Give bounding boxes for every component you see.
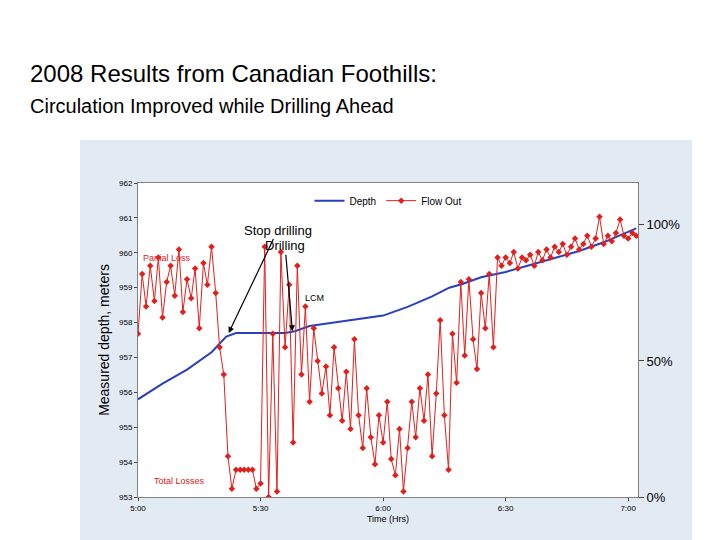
svg-text:0%: 0% (647, 490, 666, 505)
svg-text:960: 960 (119, 249, 133, 258)
svg-text:Drilling: Drilling (265, 238, 305, 253)
svg-text:Total Losses: Total Losses (154, 476, 205, 486)
svg-text:Measured depth, meters: Measured depth, meters (96, 264, 112, 416)
svg-text:957: 957 (119, 353, 133, 362)
svg-text:6:00: 6:00 (375, 504, 391, 513)
svg-text:956: 956 (119, 388, 133, 397)
svg-text:LCM: LCM (305, 293, 324, 303)
svg-text:959: 959 (119, 283, 133, 292)
svg-text:Time (Hrs): Time (Hrs) (367, 514, 409, 524)
html-text:Circulation Improved while Dri: Circulation Improved while Drilling Ahea… (30, 95, 394, 117)
svg-text:6:30: 6:30 (498, 504, 514, 513)
svg-text:5:00: 5:00 (130, 504, 146, 513)
svg-text:100%: 100% (647, 217, 681, 232)
svg-text:Flow Out: Flow Out (421, 196, 461, 207)
svg-text:962: 962 (119, 179, 133, 188)
svg-text:7:00: 7:00 (620, 504, 636, 513)
svg-text:955: 955 (119, 423, 133, 432)
html-text:2008 Results from Canadian Foo: 2008 Results from Canadian Foothills: (30, 60, 437, 87)
svg-text:5:30: 5:30 (253, 504, 269, 513)
svg-text:Stop drilling: Stop drilling (244, 223, 312, 238)
svg-text:50%: 50% (647, 354, 673, 369)
svg-text:961: 961 (119, 214, 133, 223)
svg-text:954: 954 (119, 458, 133, 467)
svg-text:958: 958 (119, 318, 133, 327)
svg-text:Partial Loss: Partial Loss (143, 253, 191, 263)
svg-text:Depth: Depth (350, 196, 377, 207)
svg-text:953: 953 (119, 493, 133, 502)
